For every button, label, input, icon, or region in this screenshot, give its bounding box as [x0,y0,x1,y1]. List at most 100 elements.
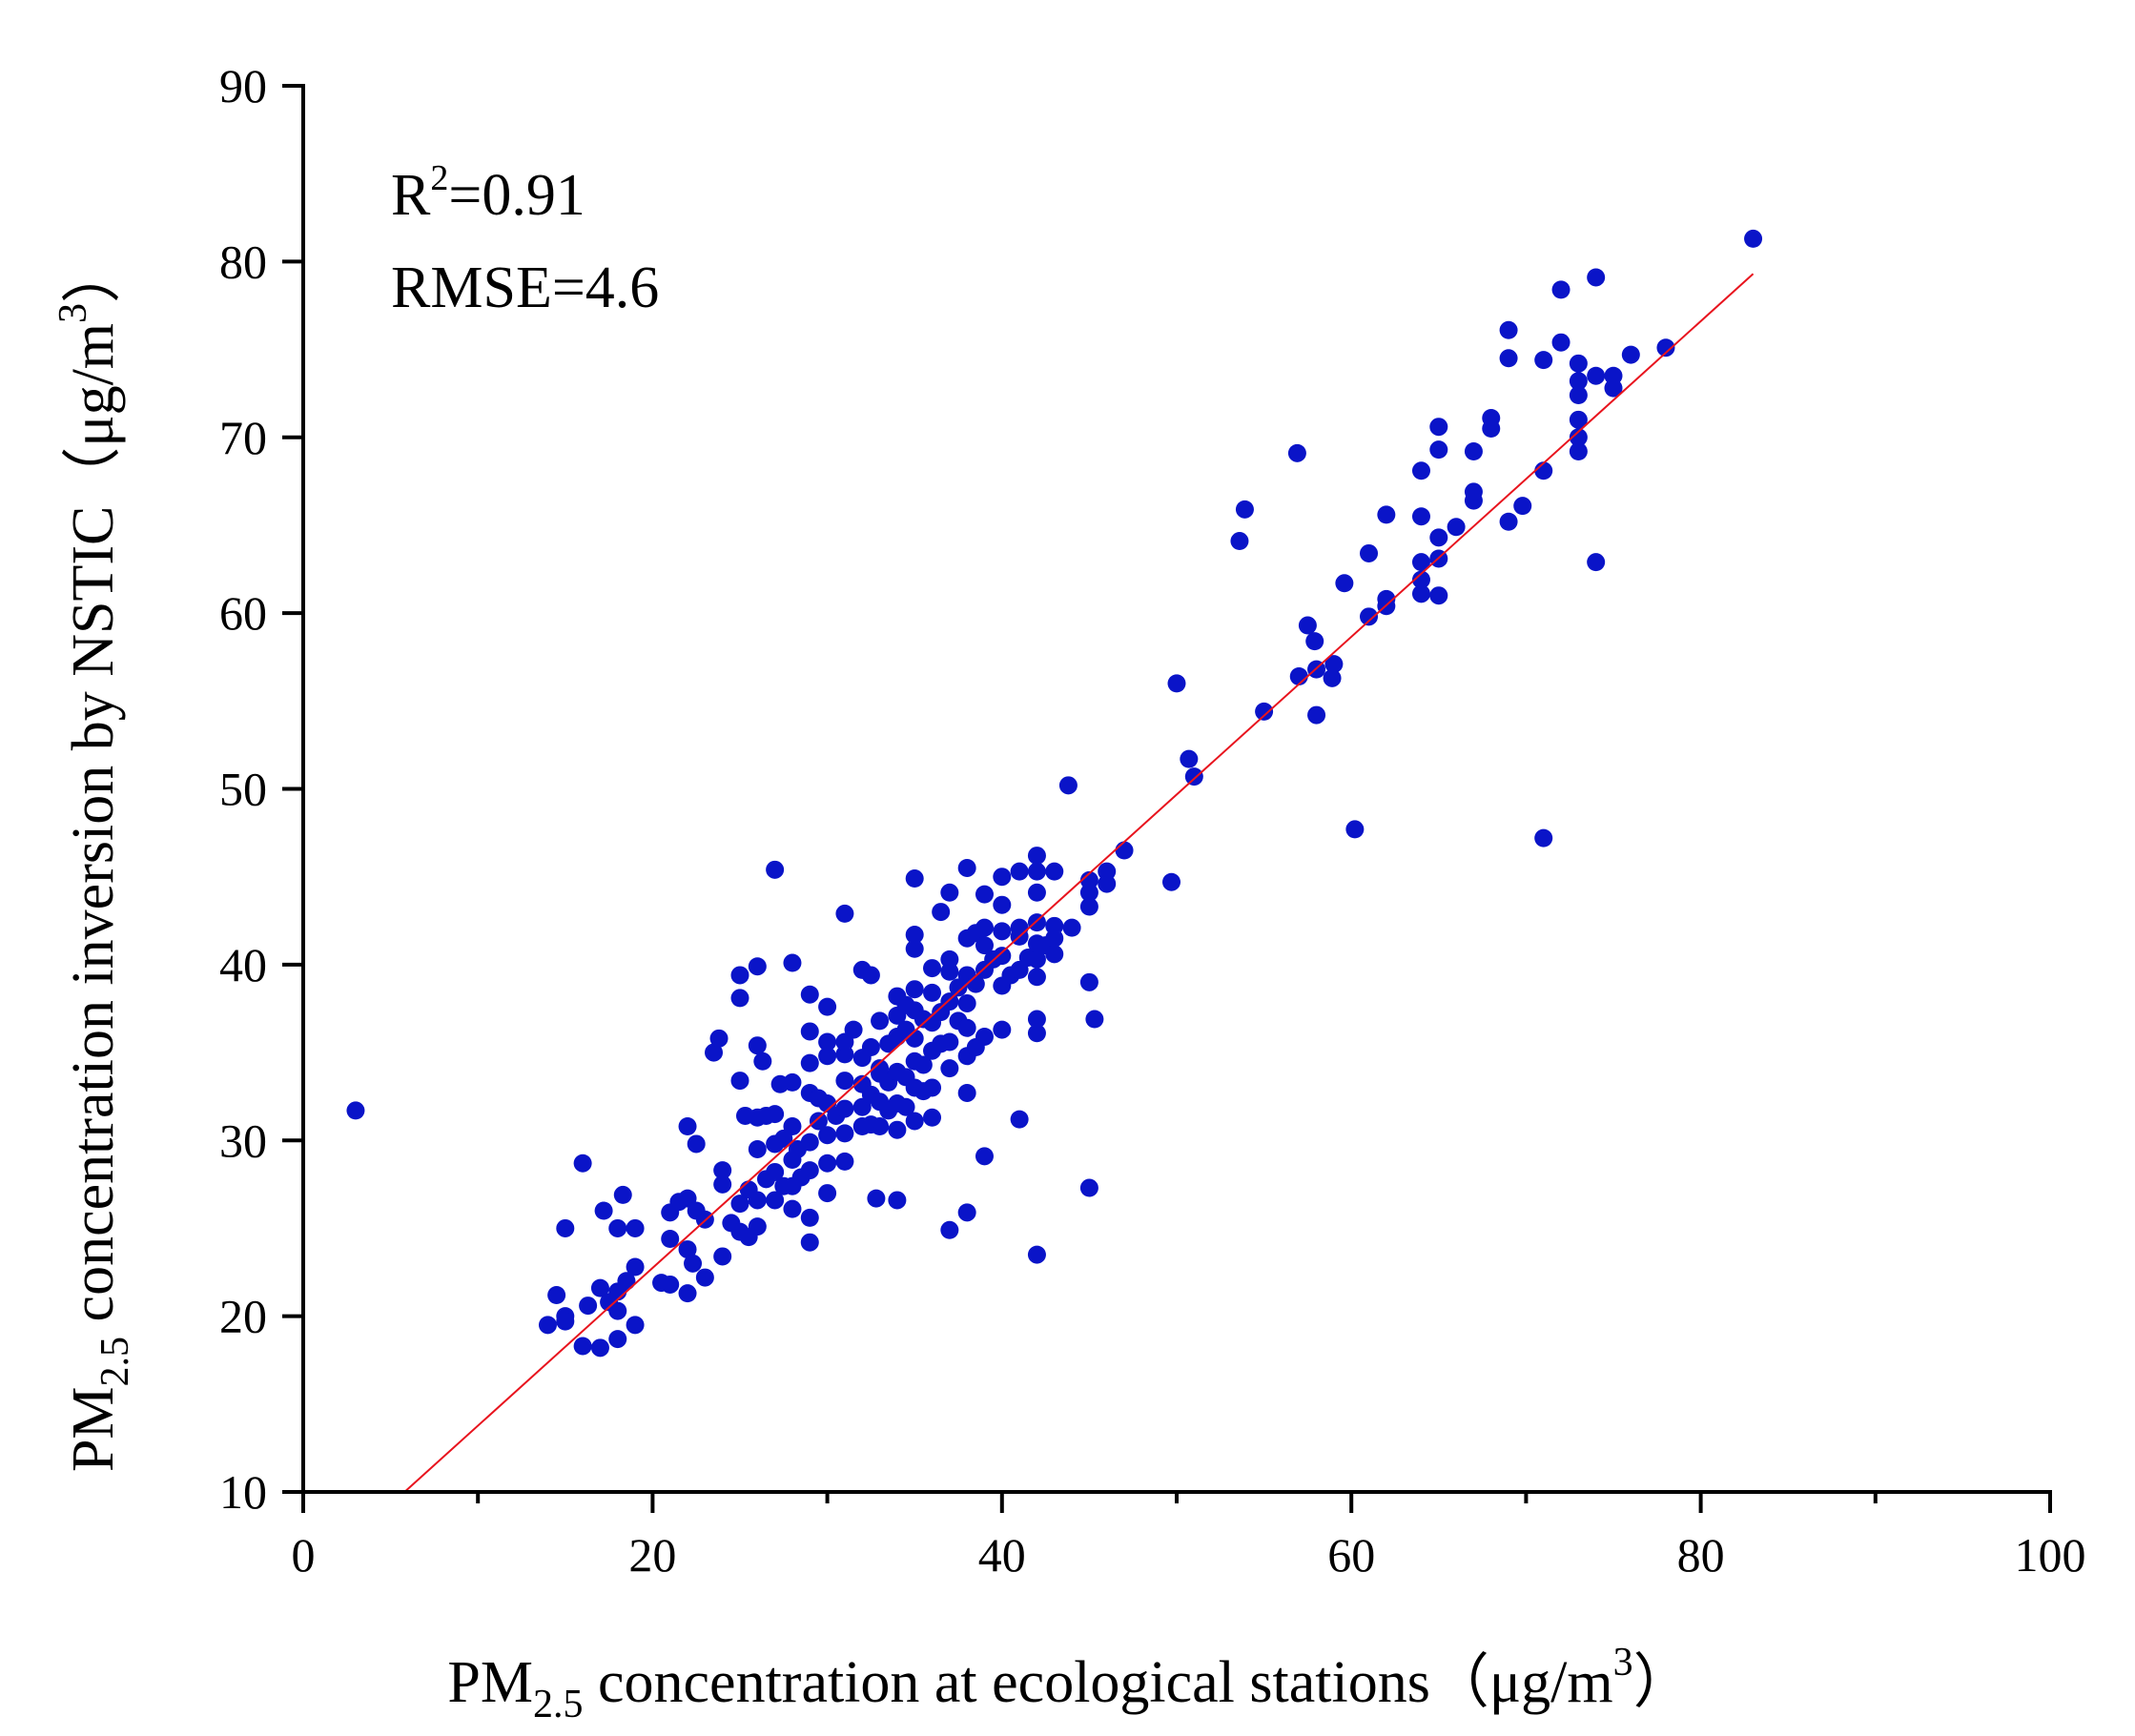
data-point [923,959,942,978]
y-tick-label: 40 [219,938,267,991]
scatter-points [346,229,1763,1358]
data-point [608,1218,627,1237]
data-point [905,980,924,999]
data-point [1184,767,1203,786]
data-point [835,904,854,923]
data-point [975,1147,994,1166]
y-axis-title: PM2.5 concentration inversion by NSTIC（μ… [51,244,137,1472]
data-point [1079,897,1098,916]
data-point [940,950,959,969]
data-point [800,985,819,1004]
data-point [800,1233,819,1252]
data-point [1335,574,1354,593]
data-point [753,1052,772,1071]
data-point [993,947,1012,966]
data-point [1027,968,1046,987]
data-point [713,1247,732,1266]
data-point [626,1257,645,1276]
data-point [346,1101,365,1120]
data-point [1324,655,1344,674]
x-axis-title: PM2.5 concentration at ecological statio… [447,1641,1692,1726]
data-point [1656,338,1675,357]
data-point [661,1275,680,1294]
data-point [818,1047,837,1066]
data-point [1010,918,1029,937]
data-point [1569,442,1588,460]
data-point [766,1191,785,1210]
data-point [957,1083,976,1102]
data-point [730,1195,749,1214]
data-point [1411,507,1430,526]
data-point [993,1020,1012,1039]
data-point [940,1220,959,1239]
data-point [573,1154,592,1173]
data-point [1045,945,1064,964]
data-point [713,1161,732,1180]
data-point [818,1126,837,1145]
data-point [1360,543,1379,562]
y-tick-label: 80 [219,235,267,288]
data-point [748,1139,767,1158]
data-point [905,939,924,958]
data-point [1289,667,1308,685]
data-point [1587,268,1606,287]
data-point [1499,349,1518,368]
r-squared-annotation: R2=0.91 [391,158,585,228]
x-tick-label: 100 [2015,1528,2086,1582]
data-point [1027,950,1046,969]
data-point [800,1161,819,1180]
data-point [957,1018,976,1037]
data-point [1360,607,1379,626]
data-point [844,1020,863,1039]
data-point [695,1268,714,1287]
data-point [905,1112,924,1131]
data-point [835,1124,854,1143]
data-point [1411,570,1430,589]
y-tick-label: 30 [219,1113,267,1167]
data-point [1569,410,1588,429]
data-point [783,1072,802,1092]
data-point [1307,705,1326,725]
data-point [1482,408,1501,427]
data-point [748,957,767,976]
data-point [1098,862,1117,881]
data-point [861,966,880,985]
data-point [932,903,951,922]
data-point [905,869,924,888]
data-point [1079,1178,1098,1197]
data-point [556,1218,575,1237]
data-point [1235,500,1254,519]
data-point [626,1316,645,1335]
data-point [705,1043,724,1062]
data-point [590,1278,609,1297]
data-point [993,868,1012,887]
data-point [1079,972,1098,991]
data-point [661,1230,680,1248]
data-point [730,966,749,985]
data-point [800,1133,819,1152]
data-point [538,1316,557,1335]
data-point [1045,916,1064,935]
data-point [800,1053,819,1072]
data-point [1411,461,1430,480]
data-point [766,1105,785,1124]
data-point [1027,883,1046,902]
y-tick-label: 70 [219,411,267,464]
data-point [871,1011,890,1031]
data-point [1569,354,1588,373]
data-point [1377,589,1396,608]
data-point [579,1297,598,1316]
data-point [748,1036,767,1055]
data-point [835,1072,854,1091]
data-point [993,922,1012,941]
data-point [871,1117,890,1135]
data-point [617,1272,636,1291]
data-point [957,858,976,877]
data-point [1027,1010,1046,1029]
data-point [975,1027,994,1046]
data-point [923,1108,942,1127]
data-point [1167,674,1186,693]
data-point [1499,512,1518,531]
data-point [1587,366,1606,385]
data-point [1604,366,1623,385]
